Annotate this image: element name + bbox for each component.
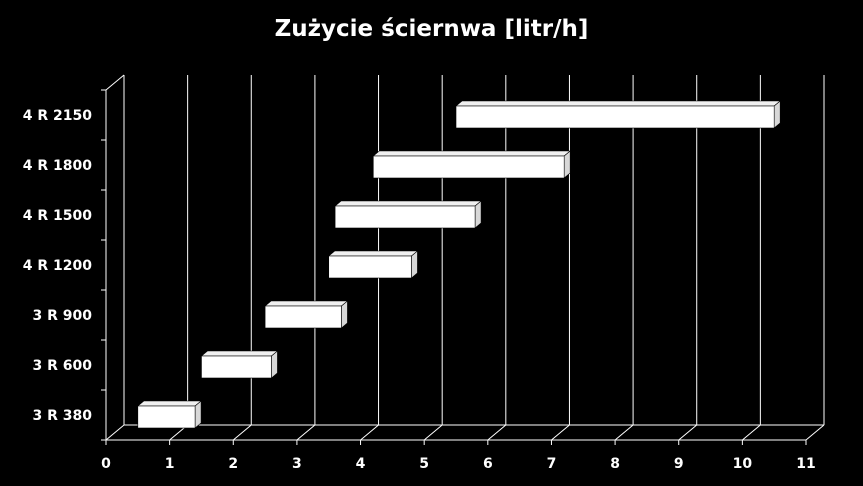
x-tick-label-8: 8 — [610, 456, 620, 472]
bar-side-face — [563, 150, 571, 179]
bar-front-face — [137, 405, 196, 429]
x-tick-label-3: 3 — [292, 456, 302, 472]
y-axis-top-depth — [105, 74, 125, 91]
category-label-2: 3 R 600 — [33, 358, 93, 374]
bars — [136, 100, 782, 429]
x-tick-label-7: 7 — [547, 456, 557, 472]
bar-front-face — [455, 105, 775, 129]
bar-top-face — [455, 100, 782, 107]
bar-side-face — [194, 400, 202, 429]
bar-4 — [327, 250, 419, 279]
floor-gridline-9 — [678, 424, 698, 441]
bar-top-face — [327, 250, 419, 257]
bar-side-face — [474, 200, 482, 229]
bar-1 — [136, 400, 202, 429]
floor-gridline-4 — [360, 424, 379, 441]
bar-front-face — [201, 355, 272, 379]
axes — [101, 74, 824, 445]
category-label-1: 3 R 380 — [33, 408, 93, 424]
bar-side-face — [271, 350, 278, 379]
grid-lines — [105, 75, 825, 441]
category-label-6: 4 R 1800 — [23, 158, 92, 174]
bar-7 — [455, 100, 782, 129]
floor-gridline-3 — [296, 424, 316, 441]
bar-top-face — [200, 350, 279, 357]
floor-gridline-6 — [487, 424, 507, 441]
bar-top-face — [372, 150, 572, 157]
floor-gridline-10 — [742, 424, 761, 441]
x-tick-label-6: 6 — [483, 456, 493, 472]
floor-gridline-5 — [423, 424, 443, 441]
bar-front-face — [372, 155, 565, 179]
bar-2 — [200, 350, 279, 379]
floor-gridline-0 — [105, 424, 125, 441]
x-tick-label-0: 0 — [101, 456, 111, 472]
x-tick-label-9: 9 — [674, 456, 684, 472]
bar-front-face — [328, 255, 412, 279]
bar-6 — [372, 150, 572, 179]
bar-5 — [334, 200, 482, 229]
bar-top-face — [136, 400, 202, 407]
x-tick-label-4: 4 — [356, 456, 366, 472]
category-label-3: 3 R 900 — [33, 308, 93, 324]
chart-title: Zużycie ściernwa [litr/h] — [274, 16, 589, 42]
bar-side-face — [411, 250, 418, 279]
bar-front-face — [264, 305, 342, 329]
bar-side-face — [773, 100, 781, 129]
x-tick-label-5: 5 — [419, 456, 429, 472]
x-tick-label-11: 11 — [796, 456, 815, 472]
floor-gridline-7 — [551, 424, 570, 441]
x-tick-label-10: 10 — [733, 456, 753, 472]
category-label-7: 4 R 2150 — [23, 108, 92, 124]
floor-gridline-11 — [805, 424, 825, 441]
bar-front-face — [334, 205, 476, 229]
bar-top-face — [334, 200, 482, 207]
floor-gridline-2 — [232, 424, 252, 441]
x-tick-label-1: 1 — [165, 456, 175, 472]
category-label-5: 4 R 1500 — [23, 208, 92, 224]
tick-labels: 3 R 380 3 R 600 3 R 900 4 R 1200 4 R 1500 4 R… — [23, 108, 816, 472]
bar-top-face — [264, 300, 349, 307]
x-tick-label-2: 2 — [228, 456, 238, 472]
bar-side-face — [341, 300, 348, 329]
bar-3 — [264, 300, 349, 329]
category-label-4: 4 R 1200 — [23, 258, 92, 274]
floor-gridline-8 — [614, 424, 634, 441]
